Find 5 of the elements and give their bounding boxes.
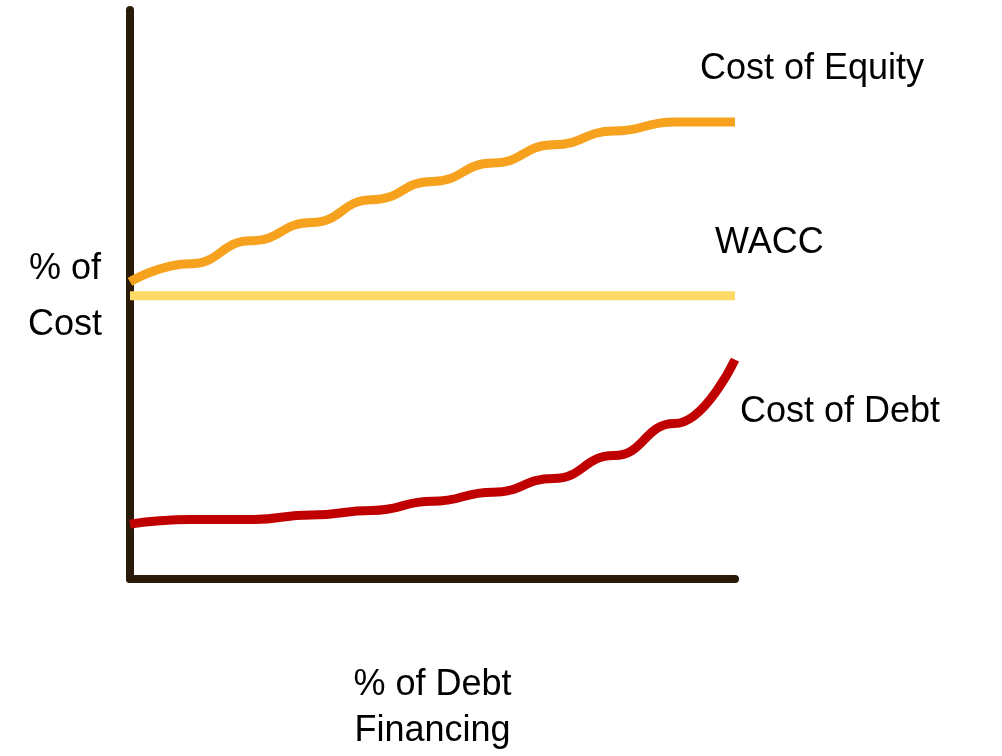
y-axis-title: % of Cost (27, 246, 103, 343)
x-axis-title: % of Debt Financing (353, 661, 512, 749)
series-label: WACC (715, 220, 824, 262)
series-label: Cost of Equity (700, 46, 925, 88)
series-label: Cost of Debt (740, 389, 941, 431)
